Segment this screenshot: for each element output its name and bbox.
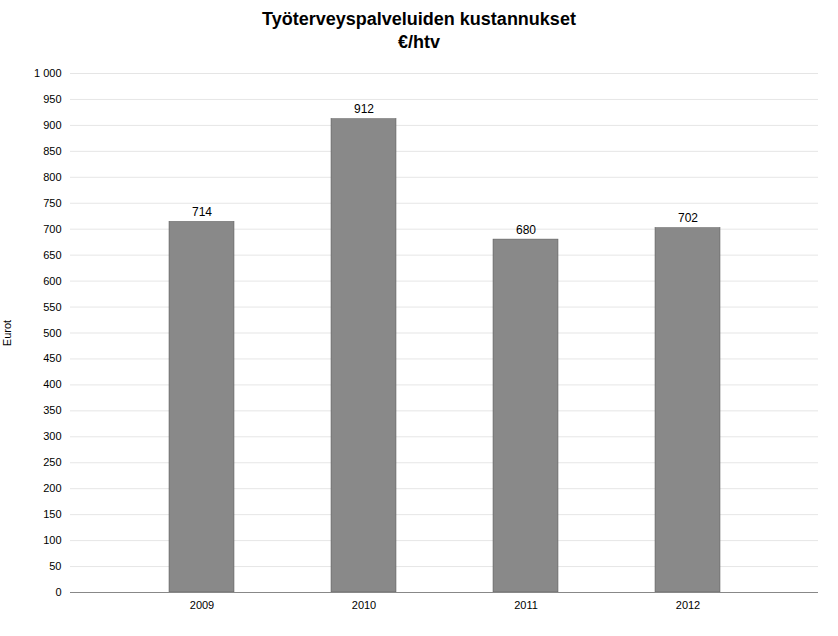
svg-text:750: 750 — [43, 197, 61, 209]
svg-text:912: 912 — [354, 102, 374, 116]
svg-text:680: 680 — [516, 223, 536, 237]
svg-text:350: 350 — [43, 404, 61, 416]
svg-text:100: 100 — [43, 534, 61, 546]
svg-text:1 000: 1 000 — [34, 67, 62, 79]
svg-text:2011: 2011 — [514, 599, 538, 611]
svg-text:850: 850 — [43, 145, 61, 157]
svg-text:950: 950 — [43, 93, 61, 105]
svg-text:2012: 2012 — [676, 599, 700, 611]
svg-text:250: 250 — [43, 456, 61, 468]
svg-text:550: 550 — [43, 301, 61, 313]
svg-text:714: 714 — [192, 205, 212, 219]
svg-text:400: 400 — [43, 378, 61, 390]
svg-text:702: 702 — [678, 211, 698, 225]
svg-text:800: 800 — [43, 171, 61, 183]
svg-text:900: 900 — [43, 119, 61, 131]
svg-text:600: 600 — [43, 275, 61, 287]
html-text:Työterveyspalveluiden kustannu: Työterveyspalveluiden kustannukset €/htv — [262, 9, 576, 52]
svg-text:650: 650 — [43, 249, 61, 261]
svg-text:150: 150 — [43, 508, 61, 520]
svg-text:Eurot: Eurot — [1, 320, 13, 346]
svg-text:2010: 2010 — [352, 599, 376, 611]
svg-text:700: 700 — [43, 223, 61, 235]
svg-text:500: 500 — [43, 327, 61, 339]
svg-text:450: 450 — [43, 352, 61, 364]
svg-text:50: 50 — [49, 560, 61, 572]
svg-text:300: 300 — [43, 430, 61, 442]
svg-text:2009: 2009 — [190, 599, 214, 611]
svg-text:0: 0 — [55, 586, 61, 598]
svg-text:200: 200 — [43, 482, 61, 494]
